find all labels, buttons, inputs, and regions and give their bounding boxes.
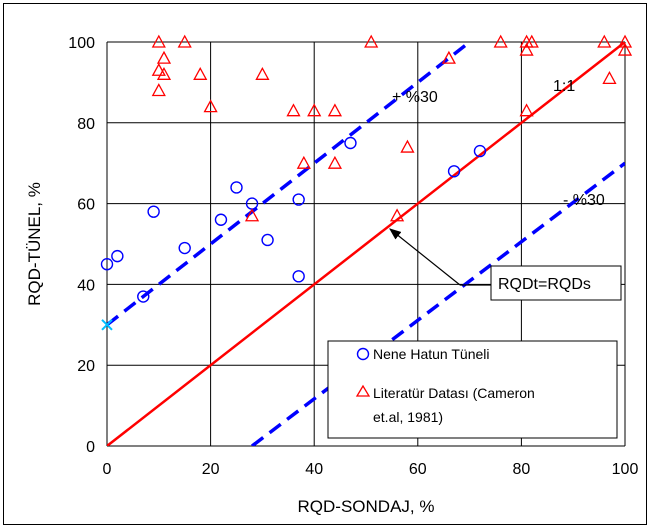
triangle-point [400, 139, 415, 153]
triangle-point [151, 62, 166, 76]
y-tick-label: 100 [68, 35, 95, 52]
y-axis-title: RQD-TÜNEL, % [25, 182, 44, 306]
triangle-point [519, 103, 534, 117]
triangle-point [203, 99, 218, 113]
triangle-point [597, 34, 612, 48]
plus-30-label: + %30 [392, 89, 438, 106]
triangle-point [617, 34, 633, 48]
triangle-point [156, 50, 172, 64]
triangle-point [151, 34, 166, 48]
equation-arrow [389, 228, 461, 286]
circle-point [147, 205, 160, 218]
legend-series-2-line-1: Literatür Datası (Cameron [373, 385, 535, 401]
y-tick-label: 40 [77, 277, 95, 294]
circle-point [178, 241, 191, 255]
circle-point [137, 290, 150, 303]
reference-line [250, 161, 625, 446]
reference-lines [107, 42, 625, 446]
x-axis-title: RQD-SONDAJ, % [298, 497, 435, 516]
x-tick-label: 0 [103, 461, 112, 478]
legend-triangle-marker [355, 384, 371, 397]
reference-line [107, 42, 625, 446]
x-tick-label: 40 [305, 461, 323, 478]
y-tick-label: 60 [77, 197, 95, 214]
triangle-point [617, 42, 633, 56]
highlight-marker-stroke [101, 319, 113, 331]
legend-box [327, 340, 618, 439]
x-tick-label: 80 [513, 461, 531, 478]
triangle-point [244, 208, 260, 222]
triangle-point [307, 103, 322, 117]
triangle-point [193, 66, 208, 80]
circle-point [473, 144, 487, 158]
circle-point [344, 136, 357, 150]
triangle-point [602, 71, 617, 85]
data-points [100, 34, 633, 331]
triangle-point [177, 34, 192, 48]
circle-point [214, 213, 228, 226]
circle-point [292, 193, 305, 206]
x-tick-label: 20 [202, 461, 220, 478]
x-tick-label: 60 [409, 461, 427, 478]
triangle-point [255, 66, 270, 80]
legend-series-1: Nene Hatun Tüneli [373, 346, 489, 362]
minus-30-label: - %30 [563, 192, 605, 209]
equation-box [490, 265, 622, 301]
y-tick-label: 80 [77, 116, 95, 133]
circle-point [292, 270, 305, 283]
y-tick-label: 0 [86, 439, 95, 456]
triangle-point [156, 66, 172, 80]
triangle-point [296, 155, 311, 169]
circle-point [230, 181, 243, 194]
legend-series-2-line-2: et.al, 1981) [373, 409, 443, 425]
circle-point [111, 249, 124, 263]
circle-point [261, 233, 274, 247]
x-tick-label: 100 [612, 461, 639, 478]
grid-lines [106, 41, 626, 447]
equation-label: RQDt=RQDs [498, 276, 591, 293]
y-tick-label: 20 [77, 358, 95, 375]
triangle-point [364, 34, 379, 48]
legend-circle-marker [356, 347, 370, 361]
triangle-point [151, 83, 166, 97]
triangle-point [524, 34, 539, 48]
legend: Nene Hatun Tüneli Literatür Datası (Came… [327, 340, 618, 439]
triangle-point [327, 103, 343, 117]
one-to-one-label: 1:1 [553, 78, 575, 95]
tick-labels: 0 20 40 60 80 100 0 20 40 60 80 100 [68, 35, 638, 478]
circle-point [447, 165, 461, 178]
triangle-point [519, 42, 534, 56]
triangle-point [286, 103, 301, 117]
triangle-point [441, 50, 456, 64]
circle-point [100, 258, 114, 271]
reference-line [107, 42, 471, 327]
triangle-point [389, 208, 405, 222]
triangle-point [493, 34, 508, 48]
triangle-point [327, 155, 343, 169]
